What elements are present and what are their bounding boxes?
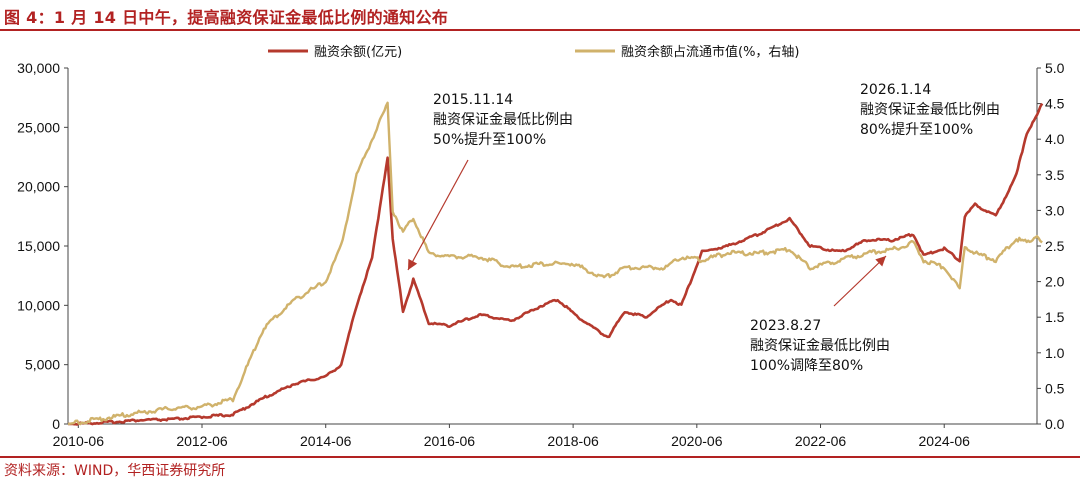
annotation-2-line-1: 2023.8.27: [750, 318, 821, 334]
annotation-2-arrow-head: [875, 256, 886, 267]
y-right-tick-label: 3.5: [1045, 167, 1065, 183]
y-left-tick-label: 5,000: [25, 357, 60, 373]
top-rule: [0, 29, 1080, 31]
annotation-1-arrow-shaft: [407, 159, 469, 271]
y-right-tick-label: 2.0: [1045, 274, 1065, 290]
annotation-3-line-2: 融资保证金最低比例由: [860, 102, 1000, 118]
bottom-rule: [0, 456, 1080, 458]
y-right-tick-label: 2.5: [1045, 238, 1065, 254]
y-right-tick-label: 3.0: [1045, 202, 1065, 218]
x-tick-label: 2012-06: [176, 433, 228, 449]
legend-label-1: 融资余额(亿元): [314, 44, 402, 60]
y-right-tick-label: 4.5: [1045, 96, 1065, 112]
figure-title: 图 4：1 月 14 日中午，提高融资保证金最低比例的通知公布: [4, 8, 449, 27]
y-left-tick-label: 10,000: [17, 297, 60, 313]
x-tick-label: 2016-06: [424, 433, 476, 449]
x-tick-label: 2024-06: [919, 433, 971, 449]
y-right-tick-label: 1.5: [1045, 309, 1065, 325]
legend-label-2: 融资余额占流通市值(%，右轴): [621, 44, 800, 60]
annotation-1-line-2: 融资保证金最低比例由: [433, 112, 573, 128]
annotation-3-line-1: 2026.1.14: [860, 82, 931, 98]
y-right-tick-label: 1.0: [1045, 345, 1065, 361]
annotation-3-line-3: 80%提升至100%: [860, 122, 973, 138]
y-left-tick-label: 15,000: [17, 238, 60, 254]
x-tick-label: 2014-06: [300, 433, 352, 449]
y-right-tick-label: 5.0: [1045, 60, 1065, 76]
annotation-2-line-3: 100%调降至80%: [750, 358, 863, 374]
annotation-2-line-2: 融资保证金最低比例由: [750, 338, 890, 354]
series-line-1: [67, 102, 1044, 426]
y-left-tick-label: 30,000: [17, 60, 60, 76]
x-tick-label: 2010-06: [53, 433, 105, 449]
annotation-1-line-1: 2015.11.14: [433, 92, 513, 108]
annotation-2-arrow-shaft: [833, 255, 887, 307]
y-right-tick-label: 0.0: [1045, 416, 1065, 432]
x-tick-label: 2022-06: [795, 433, 847, 449]
annotation-1-arrow-head: [408, 258, 418, 270]
x-tick-label: 2020-06: [671, 433, 723, 449]
y-right-tick-label: 0.5: [1045, 380, 1065, 396]
y-left-tick-label: 0: [52, 416, 60, 432]
y-left-tick-label: 20,000: [17, 179, 60, 195]
y-left-tick-label: 25,000: [17, 119, 60, 135]
y-right-tick-label: 4.0: [1045, 131, 1065, 147]
x-tick-label: 2018-06: [547, 433, 599, 449]
series-line-2: [67, 101, 1043, 426]
annotation-1-line-3: 50%提升至100%: [433, 132, 546, 148]
source-note: 资料来源：WIND，华西证券研究所: [4, 463, 226, 479]
